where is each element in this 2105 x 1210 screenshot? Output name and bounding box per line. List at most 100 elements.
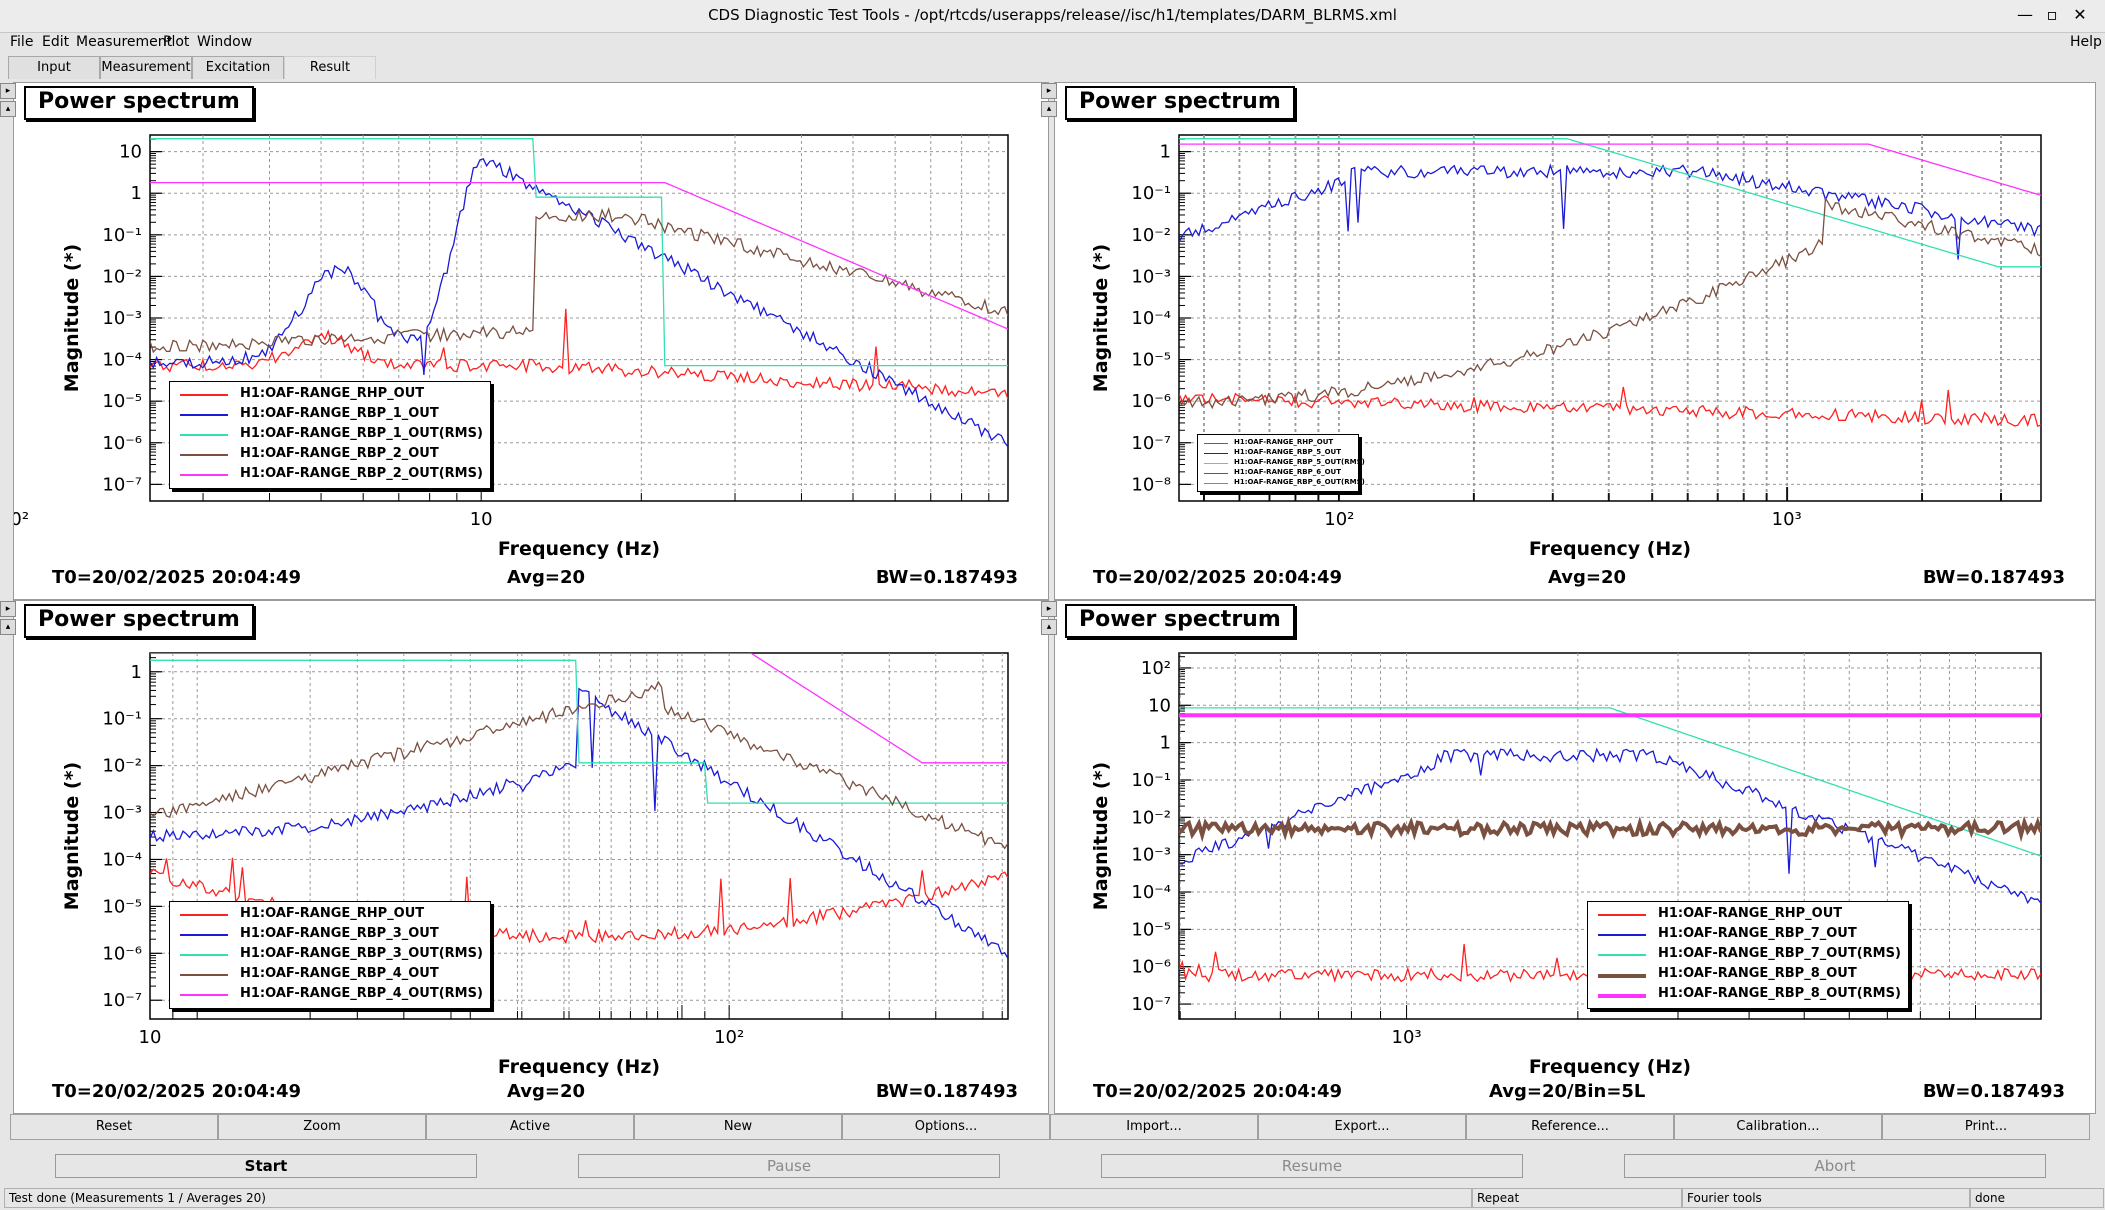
averages-label: Avg=20 bbox=[1548, 567, 1627, 588]
plot-legend: H1:OAF-RANGE_RHP_OUT H1:OAF-RANGE_RBP_7_O… bbox=[1587, 901, 1909, 1009]
maximize-button[interactable]: ▫ bbox=[2046, 5, 2058, 24]
series-trace-3 bbox=[1179, 138, 2041, 268]
calibration-button[interactable]: Calibration... bbox=[1674, 1114, 1882, 1140]
tab-excitation[interactable]: Excitation bbox=[192, 56, 284, 79]
series-trace-2 bbox=[150, 158, 1008, 448]
active-button[interactable]: Active bbox=[426, 1114, 634, 1140]
abort-button[interactable]: Abort bbox=[1624, 1154, 2046, 1178]
legend-swatch bbox=[180, 454, 228, 456]
legend-swatch bbox=[1598, 994, 1646, 998]
legend-label: H1:OAF-RANGE_RBP_5_OUT bbox=[1234, 448, 1342, 456]
options-button[interactable]: Options... bbox=[842, 1114, 1050, 1140]
menu-edit[interactable]: Edit bbox=[42, 34, 70, 50]
legend-label: H1:OAF-RANGE_RBP_6_OUT bbox=[1234, 468, 1342, 476]
y-tick-label: 10⁻⁶ bbox=[102, 943, 142, 964]
y-axis-label: Magnitude (*) bbox=[61, 244, 83, 392]
legend-label: H1:OAF-RANGE_RBP_8_OUT bbox=[1658, 966, 1857, 981]
panel-collapse-button[interactable]: ▴ bbox=[0, 101, 16, 117]
series-trace-3 bbox=[1179, 707, 2041, 857]
y-tick-label: 10⁻⁴ bbox=[102, 350, 142, 371]
new-button[interactable]: New bbox=[634, 1114, 842, 1140]
averages-label: Avg=20/Bin=5L bbox=[1489, 1081, 1646, 1102]
panel-title: Power spectrum bbox=[1065, 86, 1295, 120]
close-button[interactable]: ✕ bbox=[2073, 5, 2087, 24]
panel-expand-button[interactable]: ▸ bbox=[0, 601, 16, 617]
reference-button[interactable]: Reference... bbox=[1466, 1114, 1674, 1140]
print-button[interactable]: Print... bbox=[1882, 1114, 2090, 1140]
y-tick-label: 10⁻⁷ bbox=[102, 474, 142, 495]
y-tick-label: 10⁻⁵ bbox=[1131, 350, 1171, 371]
series-trace-2 bbox=[1179, 747, 2041, 905]
tab-input[interactable]: Input bbox=[8, 56, 100, 79]
y-tick-label: 10⁻⁷ bbox=[102, 990, 142, 1011]
menu-file[interactable]: File bbox=[10, 34, 34, 50]
legend-label: H1:OAF-RANGE_RBP_4_OUT bbox=[240, 966, 439, 981]
reset-button[interactable]: Reset bbox=[10, 1114, 218, 1140]
panel-expand-button[interactable]: ▸ bbox=[0, 83, 16, 99]
legend-entry: H1:OAF-RANGE_RBP_8_OUT bbox=[1588, 965, 1908, 985]
legend-swatch bbox=[180, 994, 228, 996]
series-trace-4 bbox=[150, 680, 1008, 850]
panel-expand-button[interactable]: ▸ bbox=[1041, 83, 1057, 99]
x-tick-label: 10 bbox=[470, 509, 493, 530]
tab-result[interactable]: Result bbox=[284, 56, 376, 79]
import-button[interactable]: Import... bbox=[1050, 1114, 1258, 1140]
y-tick-label: 10⁻³ bbox=[102, 308, 142, 329]
x-tick-label: 10³ bbox=[1392, 1027, 1422, 1048]
y-tick-label: 10⁻⁵ bbox=[1131, 919, 1171, 940]
legend-swatch bbox=[1204, 463, 1228, 464]
legend-swatch bbox=[180, 914, 228, 916]
menu-help[interactable]: Help bbox=[2070, 34, 2102, 50]
legend-entry: H1:OAF-RANGE_RBP_6_OUT(RMS) bbox=[1198, 478, 1365, 488]
y-tick-label: 10⁻³ bbox=[1131, 845, 1171, 866]
spectrum-plot[interactable]: 10 1 10⁻¹ 10⁻² 10⁻³ 10⁻⁴ 10⁻⁵ 10⁻⁶ 10⁻⁷ 10 10² Freq… bbox=[14, 83, 1048, 599]
legend-label: H1:OAF-RANGE_RBP_5_OUT(RMS) bbox=[1234, 458, 1365, 466]
spectrum-plot[interactable]: 1 10⁻¹ 10⁻² 10⁻³ 10⁻⁴ 10⁻⁵ 10⁻⁶ 10⁻⁷ 10 10² Freque… bbox=[14, 601, 1048, 1113]
series-trace-5 bbox=[150, 653, 1008, 764]
spectrum-plot[interactable]: 10² 10 1 10⁻¹ 10⁻² 10⁻³ 10⁻⁴ 10⁻⁵ 10⁻⁶ 10⁻⁷ 10³ Fre… bbox=[1055, 601, 2095, 1113]
y-tick-label: 10⁻⁴ bbox=[1131, 308, 1171, 329]
export-button[interactable]: Export... bbox=[1258, 1114, 1466, 1140]
legend-entry: H1:OAF-RANGE_RBP_8_OUT(RMS) bbox=[1588, 985, 1908, 1005]
menu-window[interactable]: Window bbox=[197, 34, 253, 50]
series-trace-4 bbox=[1179, 815, 2041, 843]
tab-measurement[interactable]: Measurement bbox=[100, 56, 192, 79]
y-tick-label: 10⁻¹ bbox=[102, 225, 142, 246]
menu-measurement[interactable]: Measurement bbox=[76, 34, 173, 50]
resume-button[interactable]: Resume bbox=[1101, 1154, 1523, 1178]
panel-collapse-button[interactable]: ▴ bbox=[1041, 619, 1057, 635]
legend-entry: H1:OAF-RANGE_RHP_OUT bbox=[170, 905, 490, 925]
series-trace-5 bbox=[1179, 143, 2041, 197]
bandwidth-label: BW=0.187493 bbox=[1922, 1081, 2065, 1102]
legend-label: H1:OAF-RANGE_RBP_7_OUT bbox=[1658, 926, 1857, 941]
y-tick-label: 10 bbox=[119, 142, 142, 163]
bandwidth-label: BW=0.187493 bbox=[1922, 567, 2065, 588]
y-tick-label: 10⁻² bbox=[1131, 807, 1171, 828]
y-tick-label: 10⁻¹ bbox=[1131, 770, 1171, 791]
panel-collapse-button[interactable]: ▴ bbox=[0, 619, 16, 635]
series-trace-2 bbox=[1179, 163, 2041, 260]
spectrum-panel-4: Power spectrum ▸ ▴ 10² 10 1 10⁻¹ 10⁻² 10⁻³ 10⁻⁴ 10… bbox=[1041, 600, 2096, 1114]
panel-collapse-button[interactable]: ▴ bbox=[1041, 101, 1057, 117]
start-button[interactable]: Start bbox=[55, 1154, 477, 1178]
legend-swatch bbox=[1204, 443, 1228, 444]
minimize-button[interactable]: — bbox=[2017, 5, 2033, 24]
legend-label: H1:OAF-RANGE_RHP_OUT bbox=[1658, 906, 1843, 921]
legend-label: H1:OAF-RANGE_RBP_1_OUT bbox=[240, 406, 439, 421]
timestamp-label: T0=20/02/2025 20:04:49 bbox=[1093, 1081, 1343, 1102]
y-tick-label: 10⁻² bbox=[102, 756, 142, 777]
legend-label: H1:OAF-RANGE_RBP_2_OUT(RMS) bbox=[240, 466, 483, 481]
menu-plot[interactable]: Plot bbox=[163, 34, 190, 50]
x-axis-label: Frequency (Hz) bbox=[1529, 1056, 1691, 1078]
legend-entry: H1:OAF-RANGE_RBP_4_OUT bbox=[170, 965, 490, 985]
y-tick-label: 1 bbox=[131, 662, 142, 683]
y-tick-label: 10⁻⁴ bbox=[102, 849, 142, 870]
pause-button[interactable]: Pause bbox=[578, 1154, 1000, 1178]
averages-label: Avg=20 bbox=[507, 567, 586, 588]
legend-swatch bbox=[1598, 954, 1646, 956]
zoom-button[interactable]: Zoom bbox=[218, 1114, 426, 1140]
panel-expand-button[interactable]: ▸ bbox=[1041, 601, 1057, 617]
spectrum-plot[interactable]: 1 10⁻¹ 10⁻² 10⁻³ 10⁻⁴ 10⁻⁵ 10⁻⁶ 10⁻⁷ 10⁻⁸ 10² 10³ F… bbox=[1055, 83, 2095, 599]
legend-entry: H1:OAF-RANGE_RHP_OUT bbox=[1198, 438, 1358, 448]
y-tick-label: 10⁻² bbox=[102, 266, 142, 287]
